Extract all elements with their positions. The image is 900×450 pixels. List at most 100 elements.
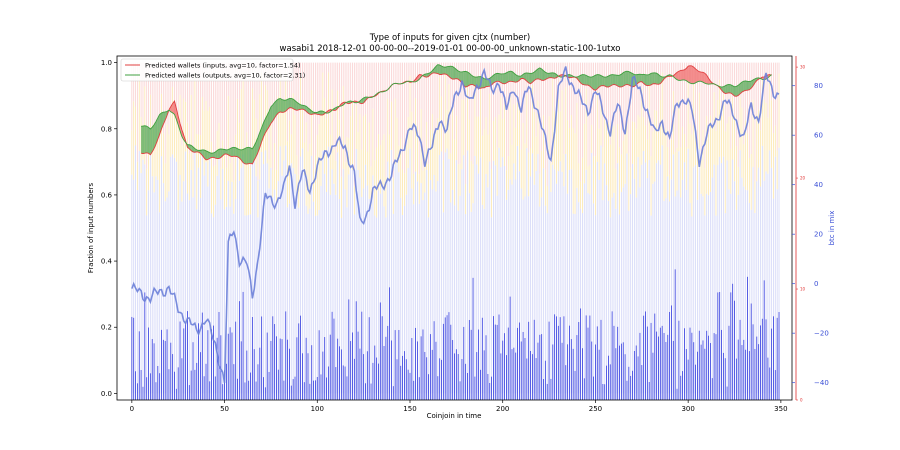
count-bar [648,382,650,400]
remix-inputs-bar [741,107,743,178]
fresh-inputs-bar [476,164,478,394]
count-bar [468,319,470,400]
fresh-inputs-bar [774,156,776,394]
fresh-inputs-bar [739,150,741,394]
other-inputs-bar [350,62,352,117]
count-bar [663,332,665,400]
other-inputs-bar [159,62,161,140]
other-inputs-bar [580,62,582,182]
fresh-inputs-bar [582,213,583,394]
y-tick-label: 0.8 [101,125,112,133]
count-bar [680,375,682,400]
fresh-inputs-bar [619,214,620,394]
fresh-inputs-bar [487,187,489,394]
other-inputs-bar [188,62,190,154]
remix-inputs-bar [450,153,452,203]
other-inputs-bar [635,62,637,129]
remix-inputs-bar [607,123,609,201]
wallet-diff-segment [682,69,685,80]
remix-inputs-bar [635,128,637,198]
fresh-inputs-bar [404,205,405,394]
fresh-inputs-bar [448,158,450,394]
count-bar [678,320,680,400]
legend-label-inputs: Predicted wallets (inputs, avg=10, facto… [145,62,301,70]
fresh-inputs-bar [216,175,218,394]
other-inputs-bar [706,62,708,116]
remix-inputs-bar [468,119,470,194]
count-bar [669,311,671,400]
count-bar [144,292,146,400]
wallet-diff-segment [734,86,737,97]
wallet-diff-segment [515,74,518,83]
other-inputs-bar [481,62,483,136]
count-bar [294,376,296,400]
fresh-inputs-bar [264,150,266,394]
fresh-inputs-bar [446,148,448,394]
other-inputs-bar [359,62,361,114]
count-bar [494,324,496,400]
remix-inputs-bar [324,97,326,174]
other-inputs-bar [263,62,264,133]
remix-inputs-bar [676,147,678,191]
count-bar [695,364,696,400]
wallet-diff-segment [745,80,748,91]
other-inputs-bar [570,62,572,116]
other-inputs-bar [617,62,619,125]
remix-inputs-bar [250,167,251,215]
remix-inputs-bar [292,93,294,168]
remix-inputs-bar [368,122,370,199]
remix-inputs-bar [487,134,489,188]
wallet-diff-segment [580,74,583,85]
other-inputs-bar [387,62,389,99]
count-bar [578,322,580,400]
count-bar [170,342,172,400]
wallet-diff-segment [500,73,503,84]
remix-inputs-bar [491,169,493,218]
wallet-diff-segment [725,84,728,94]
fresh-inputs-bar [194,151,196,394]
fresh-inputs-bar [452,189,454,394]
count-bar [422,329,424,400]
wallet-diff-segment [230,147,232,157]
count-bar [760,325,761,400]
fresh-inputs-bar [290,163,292,394]
count-bar [339,346,340,400]
count-bar [413,380,415,400]
count-bar [214,376,216,400]
wallet-diff-segment [155,117,158,145]
other-inputs-bar [374,62,376,161]
wallet-diff-segment [621,72,624,87]
count-bar [530,350,531,400]
remix-inputs-bar [172,86,174,155]
remix-inputs-bar [550,163,552,192]
remix-inputs-bar [205,100,207,163]
fresh-inputs-bar [697,199,698,394]
fresh-inputs-bar [244,215,246,394]
remix-inputs-bar [170,113,172,157]
fresh-inputs-bar [700,193,702,394]
fresh-inputs-bar [320,185,322,394]
count-bar [439,358,441,400]
fresh-inputs-bar [153,192,155,394]
count-bar [741,345,743,400]
remix-inputs-bar [567,120,569,194]
remix-inputs-bar [641,87,643,165]
fresh-inputs-bar [411,188,413,394]
count-bar [615,348,617,400]
count-bar [659,327,661,400]
count-bar [426,357,428,400]
remix-inputs-bar [331,89,333,170]
remix-inputs-bar [381,140,383,186]
wallet-diff-segment [749,81,752,90]
remix-inputs-bar [281,99,283,176]
wallet-diff-segment [458,71,461,81]
count-bar [611,311,613,400]
fresh-inputs-bar [728,189,730,394]
fresh-inputs-bar [478,173,480,394]
count-bar [322,351,324,400]
remix-inputs-bar [136,161,138,191]
remix-inputs-bar [244,146,246,216]
wallet-diff-segment [723,85,726,94]
count-bar [691,332,693,400]
